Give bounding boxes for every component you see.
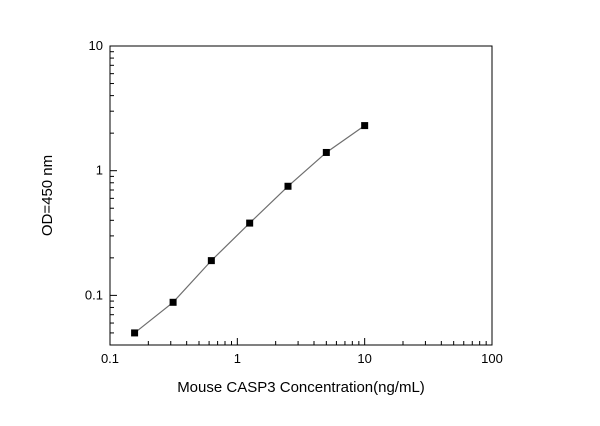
data-point	[169, 298, 177, 306]
x-tick-label: 100	[481, 351, 503, 366]
data-point	[207, 257, 215, 265]
y-tick-label: 10	[89, 38, 103, 53]
x-tick-label: 10	[357, 351, 371, 366]
y-tick-label: 0.1	[85, 287, 103, 302]
data-point	[284, 182, 292, 190]
data-point	[246, 219, 254, 227]
plot-border	[109, 45, 493, 346]
data-point	[361, 122, 369, 130]
y-tick-label: 1	[96, 163, 103, 178]
y-axis-title: OD=450 nm	[39, 155, 56, 236]
x-axis-title: Mouse CASP3 Concentration(ng/mL)	[177, 379, 425, 396]
data-point	[322, 148, 330, 156]
x-tick-label: 0.1	[101, 351, 119, 366]
data-point	[131, 329, 139, 337]
x-tick-label: 1	[234, 351, 241, 366]
